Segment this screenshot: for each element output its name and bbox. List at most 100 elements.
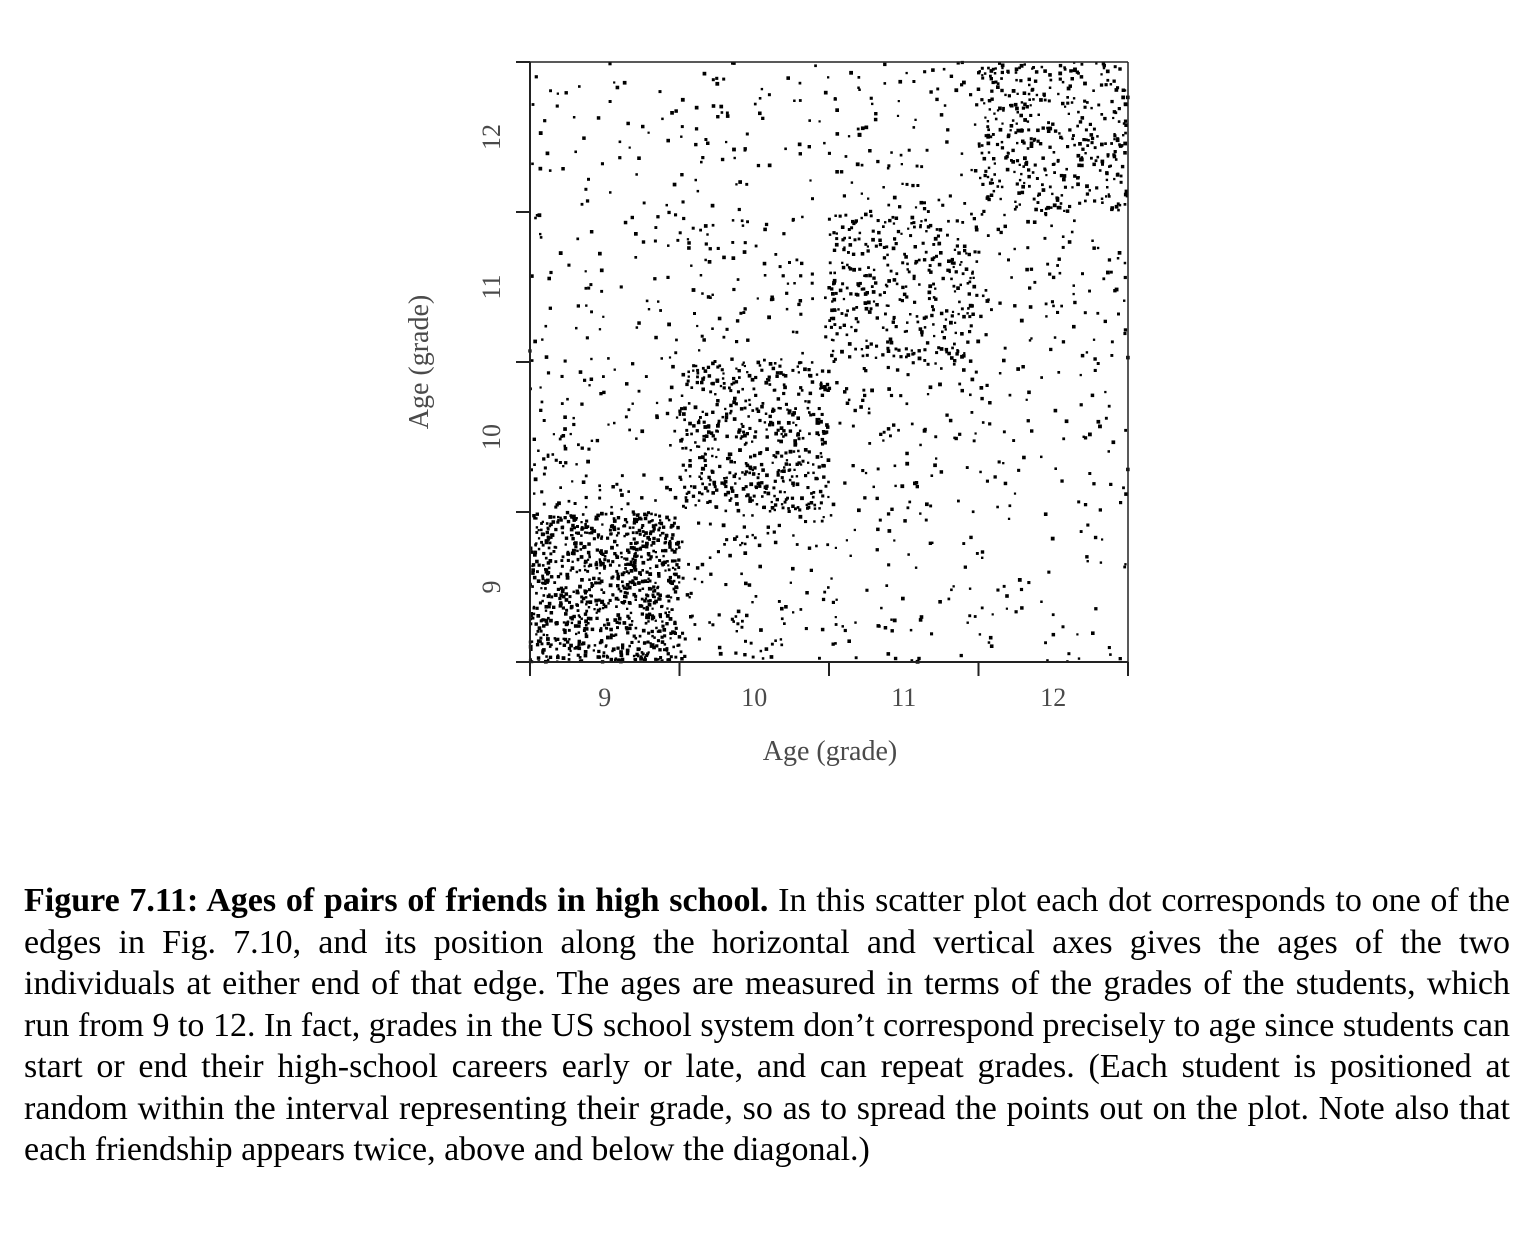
data-point [562,621,566,624]
data-point [577,646,582,651]
data-point [701,366,705,370]
data-point [620,572,625,577]
data-point [1040,65,1044,69]
data-point [602,315,605,318]
data-point [784,451,788,455]
data-point [1050,224,1053,228]
data-point [569,432,572,436]
data-point [748,403,752,406]
data-point [847,135,851,138]
data-point [1000,70,1004,75]
data-point [761,495,764,498]
data-point [801,351,804,355]
data-point [586,569,590,573]
data-point [771,407,775,411]
data-point [533,339,537,344]
data-point [625,570,629,573]
data-point [691,288,696,292]
data-point [670,536,674,540]
data-point [894,216,899,220]
data-point [857,237,861,241]
data-point [737,430,741,434]
data-point [627,408,631,412]
data-point [1057,257,1061,261]
data-point [886,652,891,656]
data-point [668,617,673,621]
data-point [1005,167,1010,172]
data-point [763,274,767,277]
data-point [646,558,649,561]
data-point [1062,437,1066,441]
data-point [901,182,904,185]
data-point [599,627,603,630]
data-point [830,308,834,313]
data-point [1100,113,1104,116]
data-point [587,286,591,290]
data-point [1118,203,1122,207]
data-point [962,368,966,372]
data-point [585,199,590,203]
data-point [746,220,749,224]
data-point [574,545,578,549]
data-point [623,524,627,528]
data-point [545,634,549,637]
data-point [706,501,710,504]
data-point [987,166,991,170]
data-point [651,615,656,619]
data-point [824,325,827,329]
data-point [606,655,610,659]
data-point [626,648,630,653]
data-point [1051,163,1055,166]
data-point [844,155,848,158]
data-point [972,284,977,289]
data-point [985,383,989,387]
data-point [885,328,889,332]
data-point [652,601,657,605]
data-point [827,586,830,589]
data-point [732,381,736,385]
data-point [576,525,579,528]
data-point [660,357,663,360]
data-point [575,570,579,574]
data-point [1047,570,1051,574]
data-point [1021,139,1025,143]
data-points [528,60,1130,664]
data-point [888,337,893,342]
data-point [683,418,686,422]
data-point [811,495,815,499]
data-point [1033,280,1037,284]
data-point [578,656,582,659]
data-point [624,563,627,566]
data-point [531,103,535,106]
data-point [608,598,612,602]
data-point [597,649,601,654]
data-point [701,410,704,413]
data-point [656,592,660,596]
data-point [819,419,823,424]
data-point [711,78,715,82]
data-point [562,643,567,647]
data-point [981,556,984,559]
data-point [876,219,880,223]
data-point [547,546,551,550]
data-point [632,546,636,550]
data-point [878,518,882,522]
data-point [560,564,564,568]
data-point [793,99,796,102]
data-point [550,595,554,599]
data-point [998,301,1002,305]
data-point [912,126,916,129]
data-point [596,513,600,518]
data-point [1104,416,1108,420]
data-point [709,478,712,482]
data-point [534,216,537,220]
data-point [893,237,897,241]
data-point [772,408,776,412]
data-point [980,151,984,155]
data-point [549,522,553,527]
data-point [580,595,584,599]
data-point [865,291,869,295]
data-point [1028,98,1031,101]
data-point [637,581,641,585]
data-point [580,446,584,450]
